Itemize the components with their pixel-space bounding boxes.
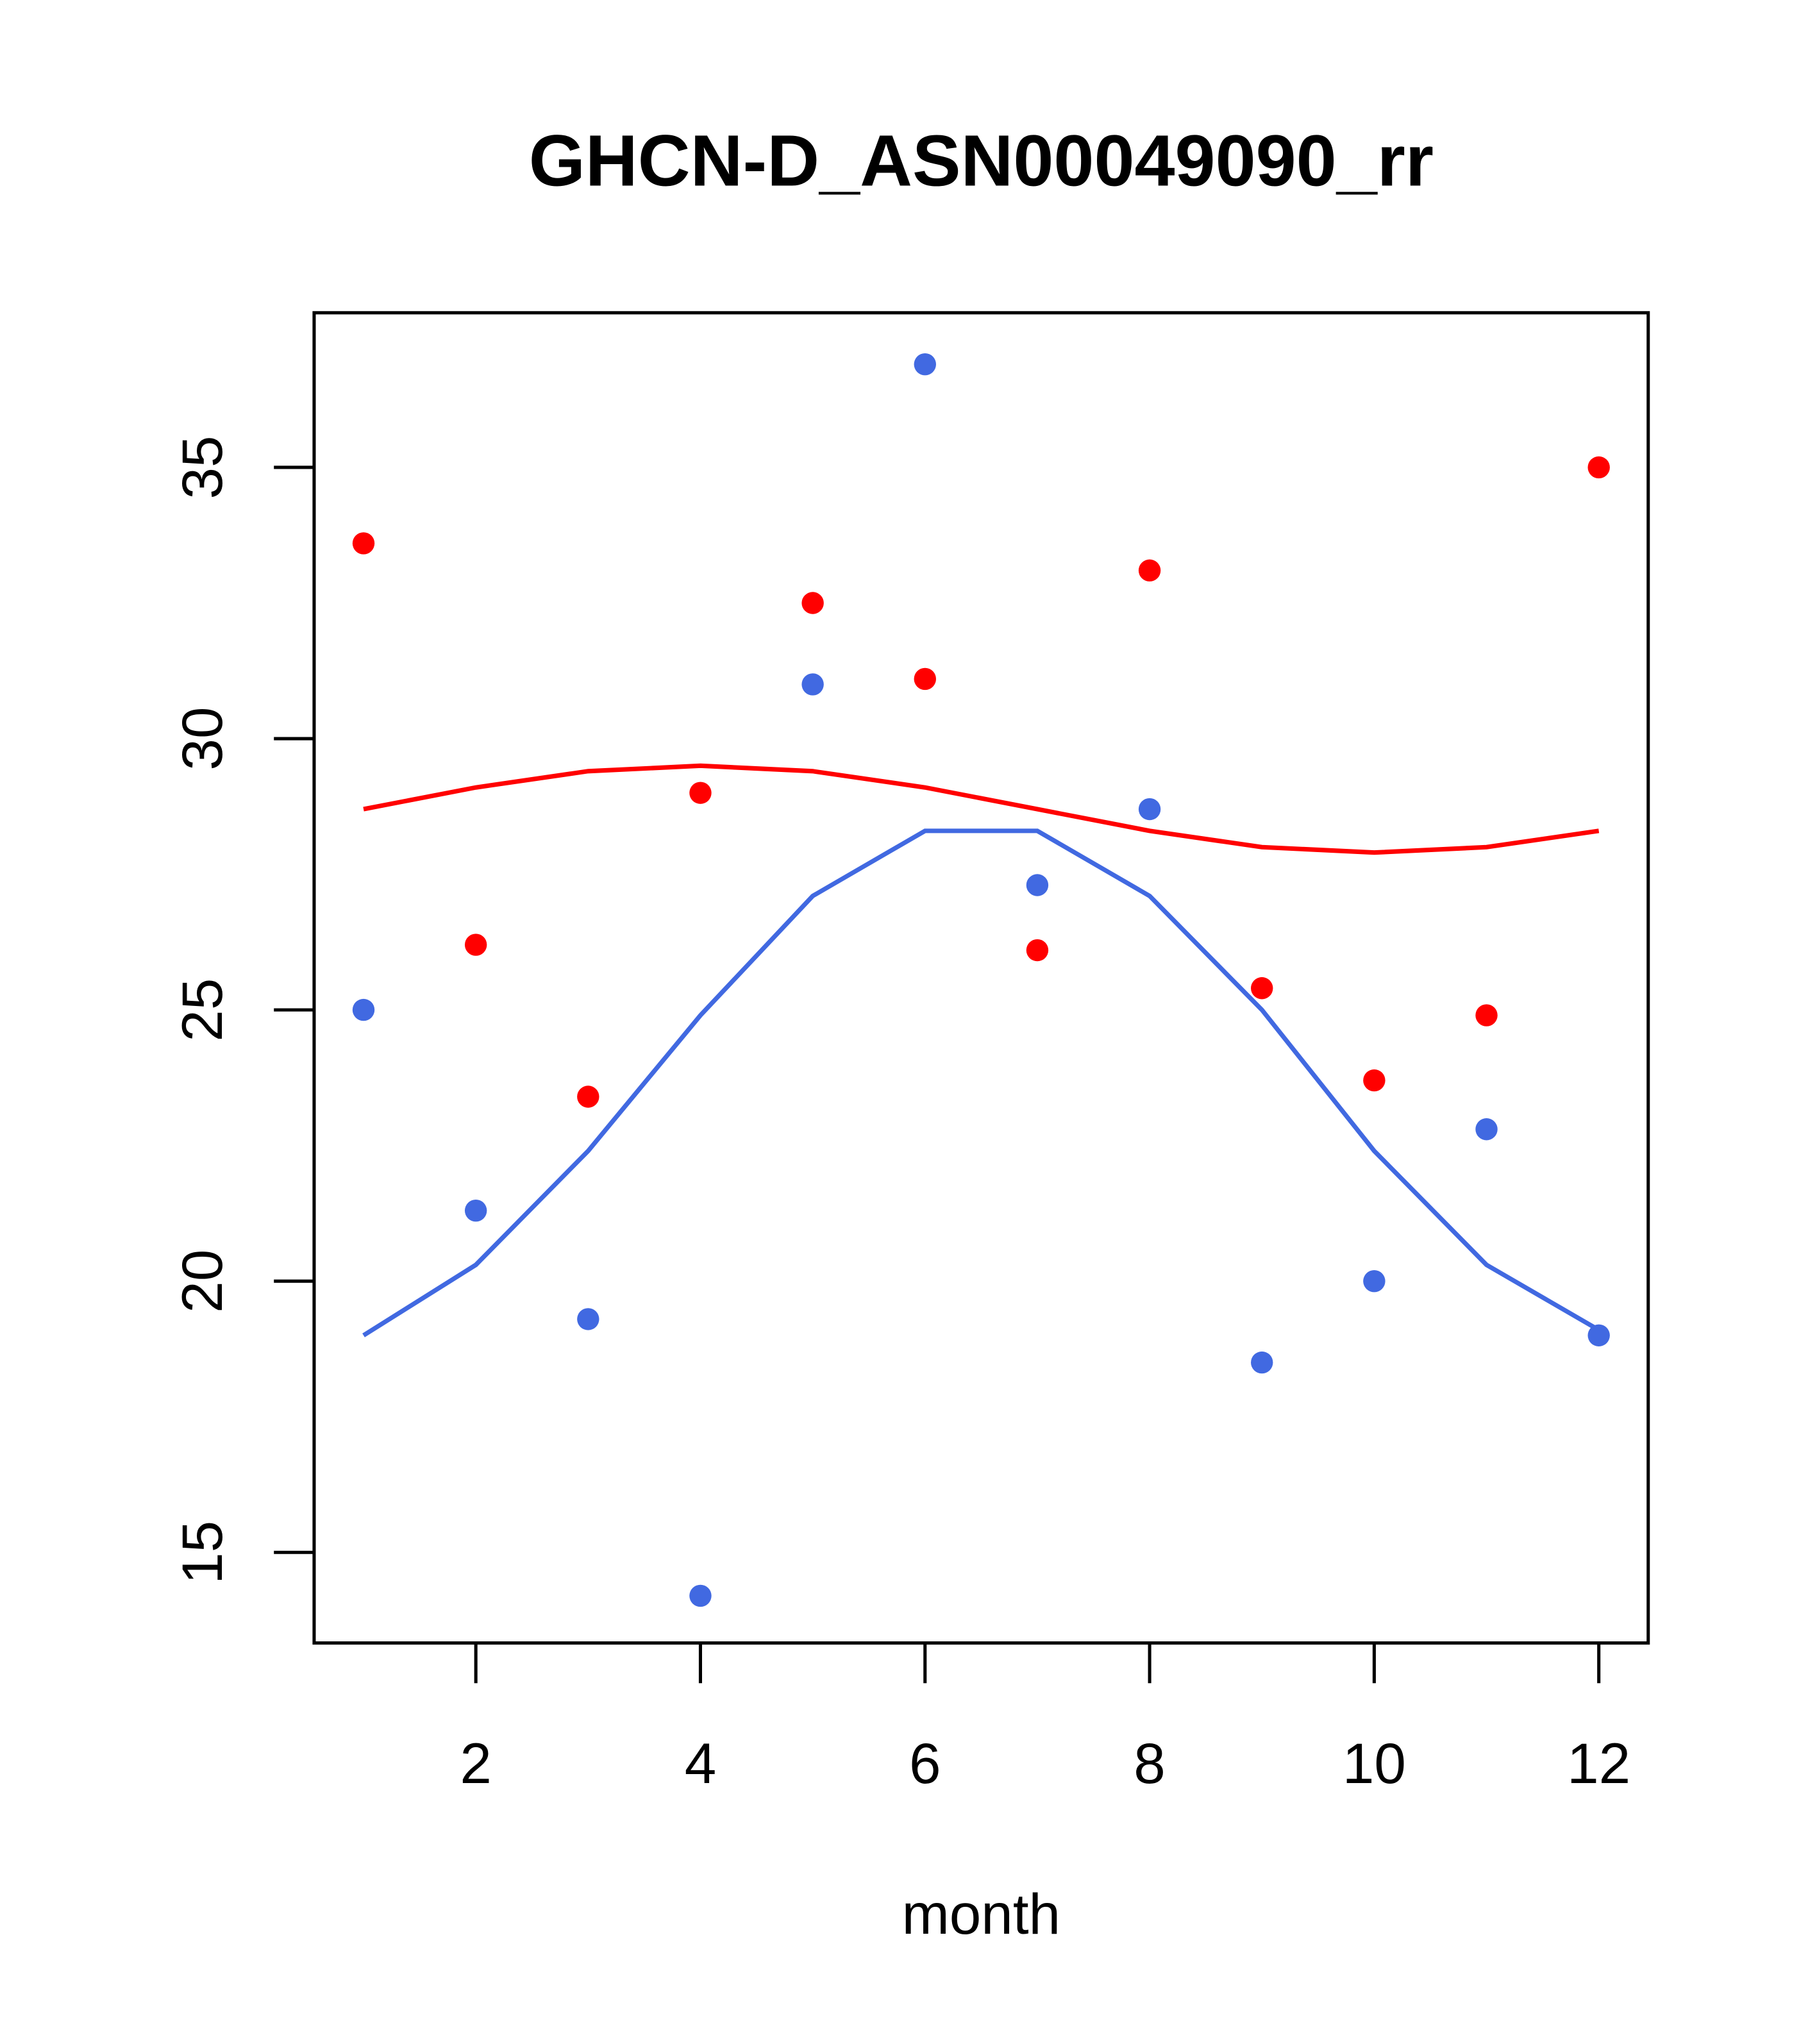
y-tick-label: 35	[170, 435, 234, 499]
data-point	[352, 532, 375, 555]
data-point	[1587, 456, 1610, 479]
data-point	[689, 782, 712, 804]
data-point	[801, 592, 824, 614]
x-axis: 2 4 6 8 10 12	[460, 1643, 1630, 1795]
x-tick-label: 4	[685, 1731, 717, 1795]
data-point	[1475, 1004, 1498, 1026]
data-point	[914, 353, 936, 376]
plot-frame	[312, 311, 1650, 1645]
data-point	[1363, 1269, 1386, 1293]
data-point	[577, 1085, 599, 1108]
y-tick-label: 20	[170, 1250, 234, 1313]
y-axis: 15 20 25 30 35	[170, 435, 314, 1584]
x-tick-label: 10	[1343, 1731, 1406, 1795]
x-tick-label: 8	[1134, 1731, 1166, 1795]
data-point	[689, 1584, 712, 1607]
data-point	[352, 998, 375, 1021]
series-layer	[352, 353, 1610, 1607]
data-point	[1026, 874, 1049, 896]
x-tick-label: 6	[909, 1731, 941, 1795]
data-point	[1475, 1118, 1498, 1141]
data-point	[1363, 1069, 1386, 1092]
data-point	[577, 1308, 599, 1330]
x-tick-label: 2	[460, 1731, 492, 1795]
y-tick-label: 25	[170, 978, 234, 1042]
data-point	[1251, 1351, 1273, 1374]
data-point	[1251, 977, 1273, 1000]
series-line	[363, 763, 1600, 855]
data-point	[801, 673, 824, 696]
x-tick-label: 12	[1567, 1731, 1630, 1795]
data-point	[914, 667, 936, 691]
chart-title: GHCN-D_ASN00049090_rr	[529, 120, 1434, 201]
data-point	[1138, 559, 1161, 582]
data-point	[464, 934, 487, 956]
series-line	[362, 828, 1600, 1337]
data-point	[1026, 939, 1049, 962]
y-tick-label: 15	[170, 1521, 234, 1584]
data-point	[464, 1199, 487, 1222]
data-point	[1587, 1324, 1610, 1346]
y-tick-label: 30	[170, 707, 234, 771]
x-axis-label: month	[902, 1882, 1061, 1946]
data-point	[1138, 798, 1161, 821]
